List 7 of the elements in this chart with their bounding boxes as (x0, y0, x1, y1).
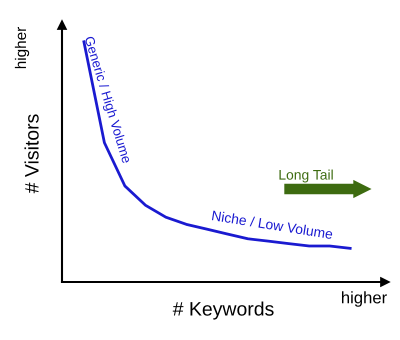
x-axis-title: # Keywords (172, 301, 274, 320)
y-axis-title: # Visitors (24, 114, 39, 194)
annotation: Long Tail (279, 170, 333, 182)
text: higher (14, 27, 30, 68)
annotation: Niche / Low Volume (212, 210, 334, 240)
annotation: Generic / High Volume (82, 36, 132, 164)
text: higher (342, 291, 387, 307)
